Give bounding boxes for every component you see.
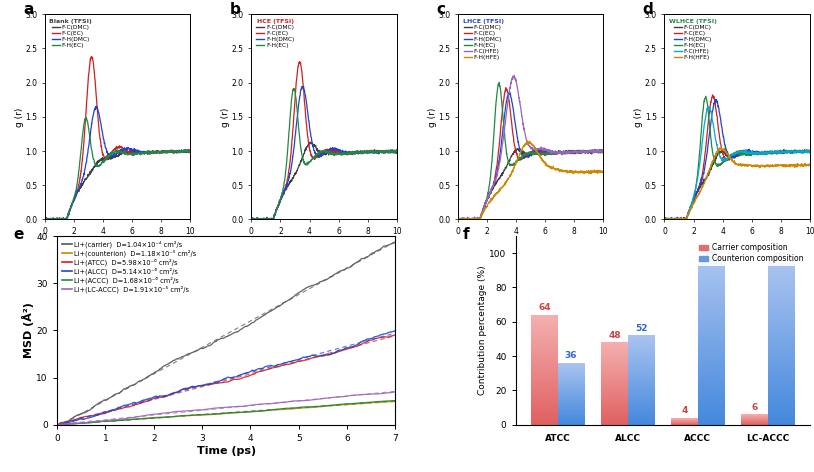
Text: 64: 64 (538, 303, 551, 312)
X-axis label: r (Å): r (Å) (521, 237, 540, 247)
X-axis label: r (Å): r (Å) (107, 237, 127, 247)
Text: a: a (23, 2, 33, 17)
Legend: Carrier composition, Counterion composition: Carrier composition, Counterion composit… (696, 240, 806, 266)
Y-axis label: g (r): g (r) (634, 107, 643, 126)
Text: 36: 36 (565, 352, 577, 361)
Text: c: c (436, 2, 445, 17)
Text: d: d (642, 2, 654, 17)
Legend: F-C(DMC), F-C(EC), F-H(DMC), F-H(EC), F-C(HFE), F-H(HFE): F-C(DMC), F-C(EC), F-H(DMC), F-H(EC), F-… (667, 17, 719, 61)
Y-axis label: g (r): g (r) (15, 107, 24, 126)
Text: 52: 52 (635, 324, 647, 333)
Text: 96: 96 (705, 248, 717, 257)
Text: f: f (462, 227, 470, 242)
Text: 6: 6 (751, 403, 758, 412)
X-axis label: r (Å): r (Å) (728, 237, 747, 247)
Legend: F-C(DMC), F-C(EC), F-H(DMC), F-H(EC), F-C(HFE), F-H(HFE): F-C(DMC), F-C(EC), F-H(DMC), F-H(EC), F-… (461, 17, 505, 61)
Text: 4: 4 (681, 406, 688, 415)
Y-axis label: MSD (Å²): MSD (Å²) (22, 303, 33, 358)
Text: 48: 48 (608, 331, 621, 340)
Text: e: e (13, 227, 24, 242)
Text: 94: 94 (775, 252, 788, 261)
Text: b: b (230, 2, 240, 17)
X-axis label: r (Å): r (Å) (314, 237, 334, 247)
Legend: F-C(DMC), F-C(EC), F-H(DMC), F-H(EC): F-C(DMC), F-C(EC), F-H(DMC), F-H(EC) (48, 17, 94, 50)
Legend: F-C(DMC), F-C(EC), F-H(DMC), F-H(EC): F-C(DMC), F-C(EC), F-H(DMC), F-H(EC) (254, 17, 296, 50)
Y-axis label: g (r): g (r) (427, 107, 437, 126)
Y-axis label: g (r): g (r) (221, 107, 230, 126)
X-axis label: Time (ps): Time (ps) (197, 446, 256, 455)
Legend: Li+(carrier)  D=1.04×10⁻⁴ cm²/s, Li+(counterion)  D=1.18×10⁻⁵ cm²/s, Li+(ATCC)  : Li+(carrier) D=1.04×10⁻⁴ cm²/s, Li+(coun… (60, 239, 197, 295)
Y-axis label: Contribution percentage (%): Contribution percentage (%) (478, 266, 487, 395)
